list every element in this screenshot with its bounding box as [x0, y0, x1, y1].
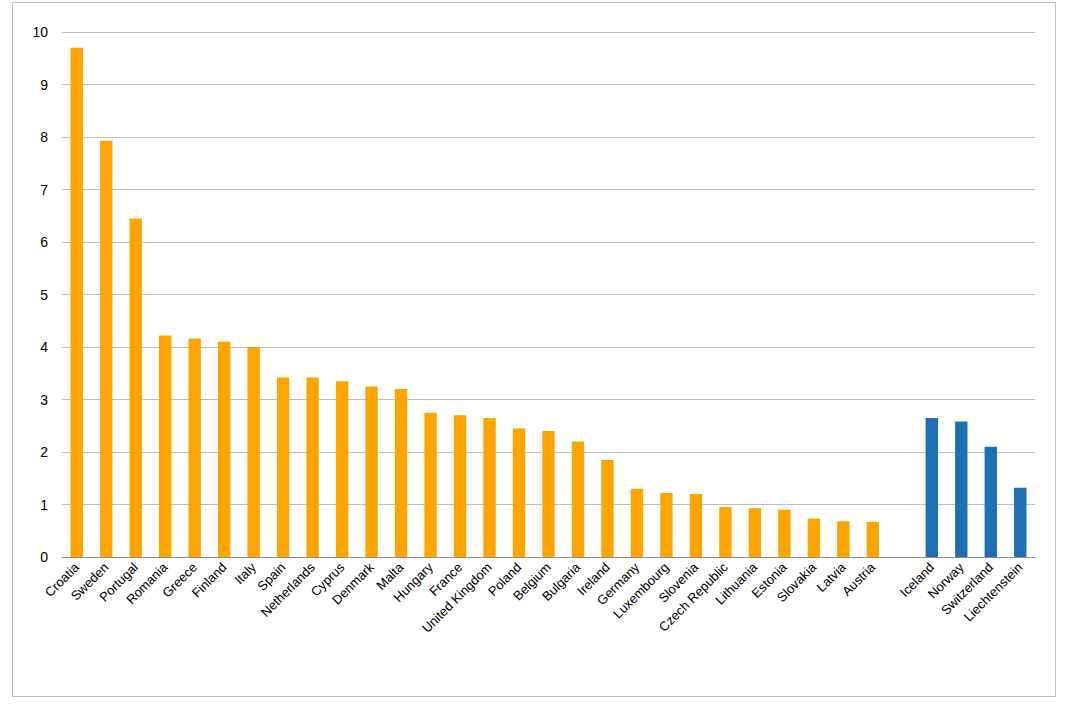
- svg-text:Portugal: Portugal: [96, 559, 141, 605]
- svg-text:2: 2: [40, 444, 48, 460]
- svg-text:Finland: Finland: [189, 560, 230, 601]
- svg-text:Poland: Poland: [485, 559, 525, 599]
- svg-text:Denmark: Denmark: [329, 559, 377, 607]
- svg-text:Estonia: Estonia: [748, 559, 790, 601]
- svg-text:Norway: Norway: [924, 559, 967, 602]
- svg-text:Switzerland: Switzerland: [938, 559, 997, 618]
- svg-text:9: 9: [40, 77, 48, 93]
- svg-text:Bulgaria: Bulgaria: [539, 559, 584, 604]
- svg-text:Lithuania: Lithuania: [712, 559, 760, 607]
- svg-text:Austria: Austria: [839, 559, 879, 599]
- svg-text:Spain: Spain: [254, 559, 289, 594]
- svg-text:Malta: Malta: [373, 559, 407, 593]
- svg-text:France: France: [426, 559, 466, 599]
- svg-text:Slovenia: Slovenia: [655, 559, 702, 606]
- svg-text:Latvia: Latvia: [813, 559, 849, 595]
- svg-text:5: 5: [40, 287, 48, 303]
- svg-text:Belgium: Belgium: [510, 559, 554, 604]
- svg-text:Cyprus: Cyprus: [307, 559, 348, 600]
- svg-text:Czech Republic: Czech Republic: [655, 559, 731, 635]
- svg-text:Slovakia: Slovakia: [774, 559, 820, 605]
- svg-text:Hungary: Hungary: [391, 559, 437, 605]
- svg-text:Romania: Romania: [123, 559, 171, 607]
- svg-text:Sweden: Sweden: [67, 559, 112, 604]
- svg-text:Croatia: Croatia: [41, 559, 82, 600]
- svg-text:Liechtenstein: Liechtenstein: [961, 560, 1026, 625]
- svg-text:Germany: Germany: [593, 559, 643, 609]
- svg-text:1: 1: [40, 497, 48, 513]
- svg-text:6: 6: [40, 234, 48, 250]
- svg-text:10: 10: [32, 24, 48, 40]
- svg-text:Italy: Italy: [231, 559, 259, 588]
- svg-text:8: 8: [40, 129, 48, 145]
- svg-text:0: 0: [40, 549, 48, 565]
- svg-text:Ireland: Ireland: [574, 559, 613, 599]
- svg-text:3: 3: [40, 392, 48, 408]
- svg-text:Greece: Greece: [159, 559, 200, 601]
- svg-text:Netherlands: Netherlands: [257, 559, 318, 620]
- svg-text:Iceland: Iceland: [896, 559, 938, 600]
- svg-text:7: 7: [40, 182, 48, 198]
- svg-text:United Kingdom: United Kingdom: [419, 560, 495, 636]
- svg-text:4: 4: [40, 339, 48, 355]
- svg-text:Luxembourg: Luxembourg: [610, 559, 672, 622]
